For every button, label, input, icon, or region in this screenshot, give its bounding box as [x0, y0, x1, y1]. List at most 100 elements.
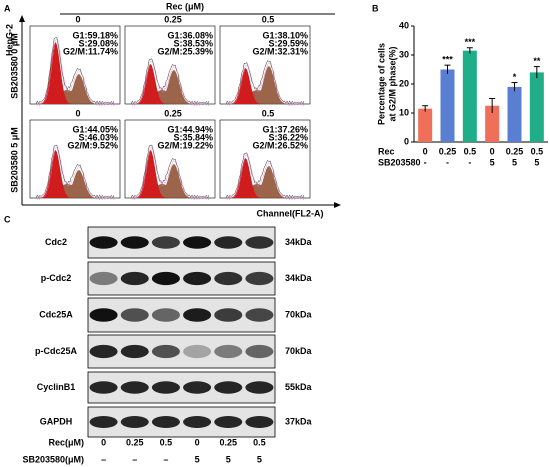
x-tick-label: -: [446, 157, 449, 167]
panel-label: A: [4, 3, 11, 13]
blot-band: [245, 416, 274, 428]
x-row-label: Rec: [378, 146, 395, 156]
phase-stat: S:38.53%: [173, 38, 213, 48]
protein-label: Cdc25A: [39, 309, 73, 319]
phase-stat: G2/M:25.39%: [157, 46, 213, 56]
y-axis-label: at G2/M phase(%): [387, 46, 397, 121]
phase-stat: G1:36.08%: [167, 30, 213, 40]
x-row-label: SB203580: [378, 157, 421, 167]
flow-panels: SB203580 0 μM 0 G1:59.18%S:29.08%G2/M:11.7…: [9, 14, 311, 201]
size-label: 70kDa: [285, 346, 313, 356]
g1-peak: [226, 158, 304, 198]
sphase-area: [36, 74, 114, 104]
blot-band: [151, 416, 180, 428]
condition-value: 0: [101, 437, 106, 447]
blot-band: [214, 416, 243, 428]
phase-stat: G2/M:9.52%: [67, 140, 118, 150]
blot-band: [120, 416, 149, 428]
sphase-area: [131, 70, 209, 104]
phase-stat: G1:44.94%: [167, 124, 213, 134]
blot-band: [214, 344, 243, 359]
condition-value: 0.5: [160, 437, 173, 447]
blot-band: [214, 236, 243, 249]
blot-band: [120, 381, 149, 394]
phase-stat: G1:59.18%: [72, 30, 118, 40]
blot-band: [120, 271, 149, 286]
g1-peak: [226, 68, 304, 104]
blot-band: [245, 381, 274, 394]
g1-peak: [131, 150, 209, 198]
phase-stat: G1:44.05%: [72, 124, 118, 134]
column-label: 0: [75, 14, 80, 24]
condition-value: 0.5: [253, 437, 266, 447]
y-tick-label: 40: [399, 20, 409, 30]
protein-label: p-Cdc2: [41, 273, 72, 283]
phase-stat: G1:37.26%: [262, 124, 308, 134]
protein-label: GAPDH: [40, 416, 73, 426]
blot-band: [245, 344, 274, 359]
size-label: 34kDa: [285, 273, 313, 283]
blot-strip: [87, 334, 276, 369]
y-tick-label: 0: [404, 136, 409, 146]
western-blot: Cdc2 34kDa p-Cdc2 34kDa Cdc25A 70kDa p-Cdc25A 7…: [22, 226, 313, 464]
condition-value: 5: [226, 454, 231, 464]
blot-band: [89, 271, 118, 286]
protein-label: Cdc2: [45, 237, 67, 247]
size-label: 37kDa: [285, 416, 313, 426]
phase-stat: G2/M:32.31%: [252, 46, 308, 56]
blot-band: [245, 236, 274, 249]
blot-band: [214, 308, 243, 322]
blot-band: [89, 416, 118, 428]
phase-stat: S:29.08%: [78, 38, 118, 48]
x-tick-label: 0.25: [506, 146, 524, 156]
blot-band: [89, 308, 118, 322]
blot-band: [120, 344, 149, 359]
x-tick-label: 0: [423, 146, 428, 156]
y-tick-label: 20: [399, 78, 409, 88]
x-tick-label: 0.5: [464, 146, 477, 156]
x-tick-label: 5: [512, 157, 517, 167]
column-label: 0: [75, 108, 80, 118]
y-tick-label: 30: [399, 49, 409, 59]
g1-peak: [36, 42, 114, 104]
phase-stat: G2/M:19.22%: [157, 140, 213, 150]
fit-line: [131, 60, 211, 107]
x-tick-label: 5: [534, 157, 539, 167]
significance: ***: [465, 37, 476, 47]
arrow-head: [19, 15, 25, 22]
blot-band: [151, 271, 180, 286]
blot-strip: [87, 226, 276, 259]
blot-band: [89, 344, 118, 359]
sphase-area: [36, 170, 114, 198]
blot-band: [89, 381, 118, 394]
blot-band: [214, 271, 243, 286]
phase-stat: S:46.03%: [78, 132, 118, 142]
blot-band: [151, 381, 180, 394]
panel-label: C: [4, 214, 11, 224]
phase-stat: G1:38.10%: [262, 30, 308, 40]
blot-band: [245, 271, 274, 286]
blot-band: [183, 381, 212, 394]
blot-band: [183, 271, 212, 286]
g1-peak: [131, 64, 209, 104]
fit-line: [36, 146, 116, 201]
fit-line: [131, 146, 211, 201]
phase-stat: S:29.59%: [268, 38, 308, 48]
blot-band: [183, 344, 212, 359]
cell-line: HepG-2: [4, 24, 14, 56]
bar-chart: 0 10 20 30 40 Percentage of cells at G2/M phas…: [376, 20, 548, 167]
blot-band: [120, 236, 149, 249]
condition-label: SB203580(μM): [22, 454, 84, 464]
significance: ***: [442, 55, 453, 65]
condition-value: 0.25: [126, 437, 144, 447]
g1-peak: [36, 150, 114, 198]
bar: [462, 50, 477, 142]
fit-line: [226, 154, 306, 201]
y-tick-label: 10: [399, 107, 409, 117]
phase-stat: G2/M:26.52%: [252, 140, 308, 150]
phase-stat: S:35.84%: [173, 132, 213, 142]
column-label: 0.5: [262, 108, 275, 118]
panel-label: B: [372, 3, 379, 13]
size-label: 70kDa: [285, 309, 313, 319]
fit-line: [226, 62, 306, 107]
